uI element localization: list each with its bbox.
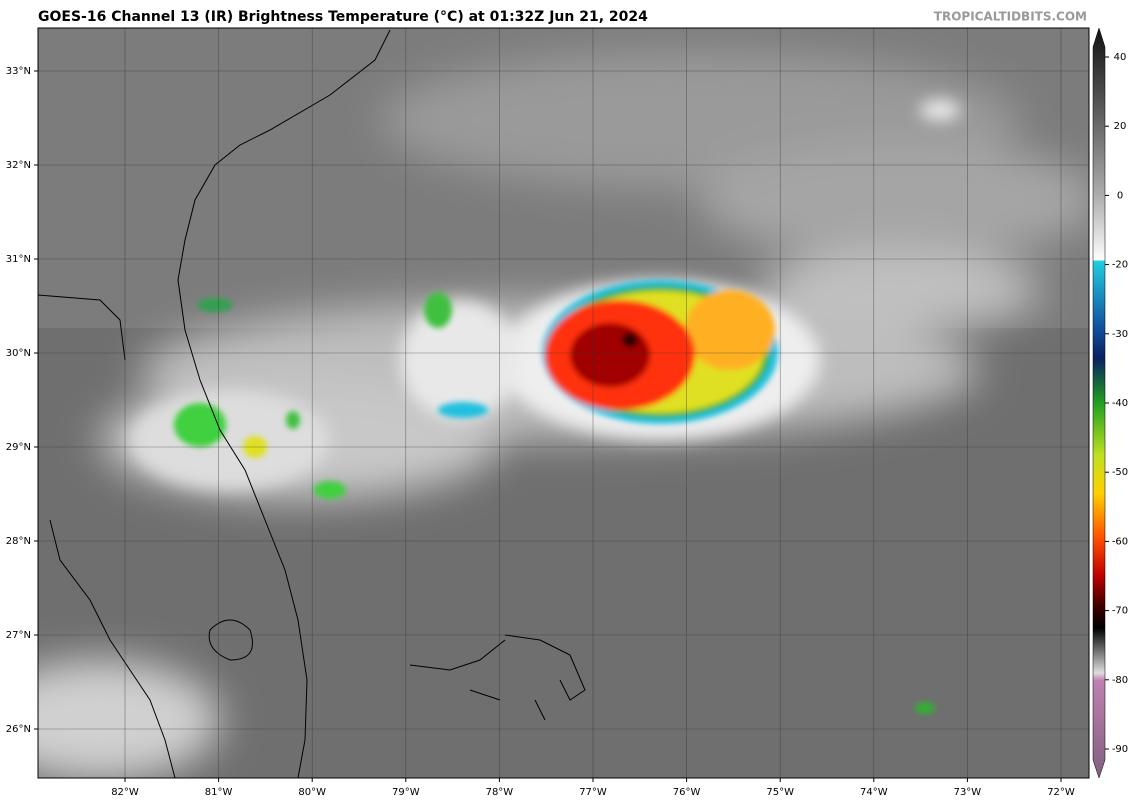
longitude-label: 73°W xyxy=(954,787,982,798)
colorbar-label: -90 xyxy=(1112,744,1128,755)
latitude-label: 26°N xyxy=(6,724,31,735)
longitude-label: 76°W xyxy=(673,787,701,798)
colorbar xyxy=(1092,27,1106,779)
credit: TROPICALTIDBITS.COM xyxy=(934,10,1087,24)
title: GOES-16 Channel 13 (IR) Brightness Tempe… xyxy=(38,9,648,25)
latitude-label: 30°N xyxy=(6,348,31,359)
longitude-label: 82°W xyxy=(111,787,139,798)
longitude-label: 75°W xyxy=(766,787,794,798)
colorbar-label: 40 xyxy=(1114,52,1127,63)
colorbar-label: 20 xyxy=(1114,121,1127,132)
colorbar-label: -60 xyxy=(1112,536,1128,547)
graticule xyxy=(34,28,1089,782)
longitude-label: 80°W xyxy=(298,787,326,798)
longitude-label: 79°W xyxy=(392,787,420,798)
longitude-label: 78°W xyxy=(486,787,514,798)
longitude-label: 74°W xyxy=(860,787,888,798)
colorbar-label: 0 xyxy=(1117,190,1123,201)
longitude-label: 77°W xyxy=(579,787,607,798)
colorbar-label: -30 xyxy=(1112,329,1128,340)
latitude-label: 27°N xyxy=(6,630,31,641)
latitude-label: 32°N xyxy=(6,160,31,171)
colorbar-label: -70 xyxy=(1112,606,1128,617)
latitude-label: 28°N xyxy=(6,536,31,547)
colorbar-label: -40 xyxy=(1112,398,1128,409)
colorbar-label: -20 xyxy=(1112,260,1128,271)
latitude-label: 29°N xyxy=(6,442,31,453)
satellite-image xyxy=(38,28,1089,778)
longitude-label: 81°W xyxy=(205,787,233,798)
latitude-label: 33°N xyxy=(6,66,31,77)
map-frame xyxy=(37,27,1090,779)
colorbar-label: -50 xyxy=(1112,467,1128,478)
colorbar-label: -80 xyxy=(1112,675,1128,686)
longitude-label: 72°W xyxy=(1047,787,1075,798)
latitude-label: 31°N xyxy=(6,254,31,265)
